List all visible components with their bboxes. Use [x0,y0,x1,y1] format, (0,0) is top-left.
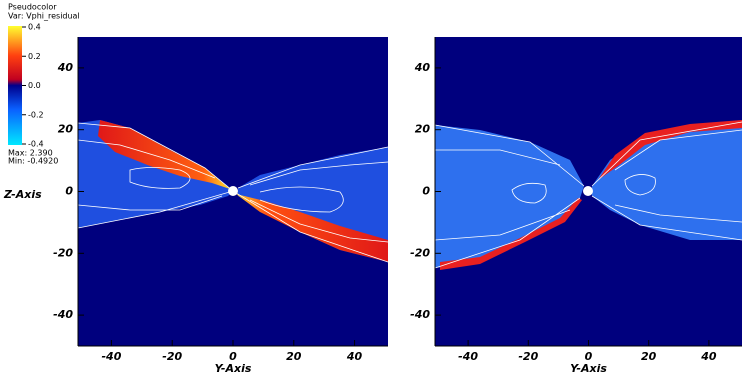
y-tick-label: -20 [410,246,430,259]
x-tick-label: 20 [286,350,302,363]
legend-min: Min: -0.4920 [8,157,58,166]
x-tick-label: 0 [585,350,593,363]
colorbar-tick-label: 0.0 [28,81,41,90]
x-axis-title: Y-Axis [215,362,252,375]
y-tick-label: -20 [53,246,73,259]
x-tick-label: 20 [641,350,657,363]
y-tick-label: 40 [414,61,431,74]
legend-variable: Var: Vphi_residual [8,12,80,21]
x-tick-label: -40 [101,350,121,363]
colorbar-tick-label: -0.2 [28,110,44,119]
legend-title: Pseudocolor [8,3,57,12]
y-tick-label: -40 [53,308,73,321]
legend-max: Max: 2.390 [8,149,53,158]
colorbar [8,26,22,145]
y-tick-label: 40 [57,61,74,74]
colorbar-tick-label: 0.2 [28,52,41,61]
x-tick-label: -20 [518,350,538,363]
y-tick-label: -40 [410,308,430,321]
x-tick-label: -40 [458,350,478,363]
x-axis-title: Y-Axis [570,362,607,375]
y-tick-label: 0 [422,185,430,198]
x-tick-label: 40 [346,350,363,363]
colorbar-tick-label: 0.4 [28,23,41,32]
x-tick-label: -20 [162,350,182,363]
x-tick-label: 0 [229,350,237,363]
plot-right [434,37,743,346]
y-tick-label: 20 [415,123,431,136]
colorbar-tick-label: -0.4 [28,140,44,149]
plot-left [77,37,389,346]
y-axis-title: Z-Axis [3,188,42,201]
x-tick-label: 40 [700,350,717,363]
y-tick-label: 20 [58,123,74,136]
y-tick-label: 0 [65,185,73,198]
